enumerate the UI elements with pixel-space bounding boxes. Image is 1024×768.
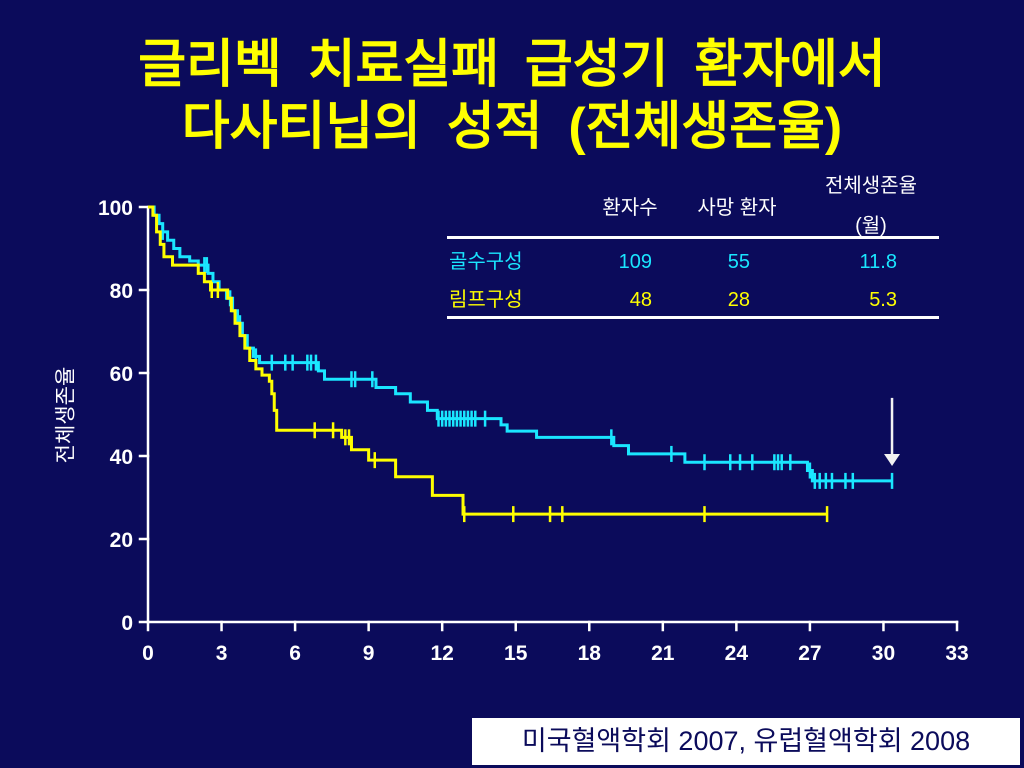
x-tick-label: 12 xyxy=(431,642,454,665)
x-tick-label: 18 xyxy=(578,642,602,665)
x-tick-label: 27 xyxy=(798,642,821,665)
slide-title-line-1: 글리벡 치료실패 급성기 환자에서 xyxy=(138,36,886,94)
table-header-deaths: 사망 환자 xyxy=(697,197,777,219)
survival-curve-2 xyxy=(148,205,828,516)
x-tick-label: 9 xyxy=(363,642,375,665)
x-tick-label: 24 xyxy=(725,642,749,665)
table-cell-deaths: 28 xyxy=(727,289,750,311)
x-tick-label: 30 xyxy=(872,642,895,665)
x-tick-label: 15 xyxy=(504,642,528,665)
x-tick-label: 3 xyxy=(216,642,228,665)
table-cell-os: 5.3 xyxy=(869,289,897,311)
x-tick-label: 33 xyxy=(945,642,968,665)
table-cell-patients: 109 xyxy=(618,251,652,273)
series-2 xyxy=(148,205,829,523)
y-tick-label: 80 xyxy=(110,280,133,303)
slide-title-line-2: 다사티닙의 성적 (전체생존율) xyxy=(181,98,843,156)
slide-title: 글리벡 치료실패 급성기 환자에서 다사티닙의 성적 (전체생존율) xyxy=(0,34,1024,158)
table-cell-patients: 48 xyxy=(629,289,652,311)
table-row-label: 림프구성 xyxy=(449,289,523,311)
series-1 xyxy=(148,205,894,489)
axes: 0 3 6 9 12 15 18 21 24 27 30 33 0 20 40 60 80 100 xyxy=(98,197,969,665)
y-tick-label: 100 xyxy=(98,197,133,220)
source-citation: 미국혈액학회 2007, 유럽혈액학회 2008 xyxy=(472,718,1020,765)
table-cell-deaths: 55 xyxy=(727,251,750,273)
table-cell-os: 11.8 xyxy=(859,251,897,273)
y-tick-label: 0 xyxy=(121,612,133,635)
y-tick-label: 40 xyxy=(110,446,133,469)
survival-curve-1 xyxy=(148,205,893,483)
table-header-os-unit: (월) xyxy=(855,215,887,237)
y-tick-label: 60 xyxy=(110,363,133,386)
table-header-os: 전체생존율 xyxy=(825,175,917,197)
x-tick-label: 21 xyxy=(651,642,675,665)
x-tick-label: 6 xyxy=(289,642,301,665)
y-axis-title: 전체생존율 xyxy=(55,367,78,464)
arrow-head xyxy=(884,453,901,466)
table-bottom-rule xyxy=(447,316,939,319)
down-arrow-icon xyxy=(884,397,901,466)
table-top-rule xyxy=(447,236,939,239)
table-header-patients: 환자수 xyxy=(602,197,658,219)
x-tick-label: 0 xyxy=(142,642,154,665)
y-tick-label: 20 xyxy=(110,529,133,552)
table-row-label: 골수구성 xyxy=(449,251,523,273)
